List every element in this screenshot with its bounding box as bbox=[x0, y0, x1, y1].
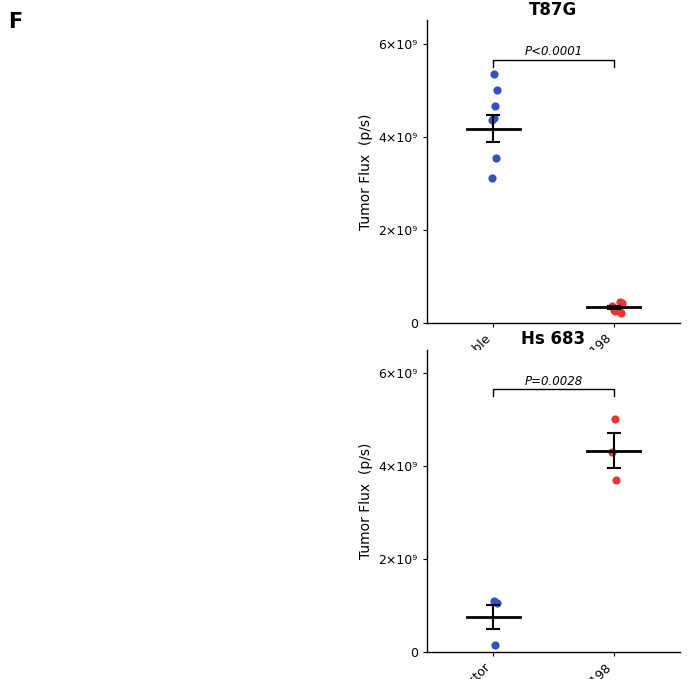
Point bbox=[607, 300, 618, 311]
Point bbox=[611, 475, 622, 485]
Title: T87G: T87G bbox=[530, 1, 577, 19]
Point bbox=[616, 298, 627, 309]
Point bbox=[486, 173, 498, 184]
Text: P=0.0028: P=0.0028 bbox=[525, 375, 582, 388]
Y-axis label: Tumor Flux  (p/s): Tumor Flux (p/s) bbox=[359, 113, 373, 230]
Point bbox=[490, 152, 501, 163]
Title: Hs 683: Hs 683 bbox=[521, 330, 586, 348]
Y-axis label: Tumor Flux  (p/s): Tumor Flux (p/s) bbox=[359, 443, 373, 559]
Point bbox=[609, 414, 620, 425]
Point bbox=[489, 69, 500, 79]
Point bbox=[609, 306, 620, 316]
Point bbox=[491, 85, 502, 96]
Point bbox=[615, 296, 626, 307]
Point bbox=[491, 598, 502, 608]
Point bbox=[489, 595, 500, 606]
Text: F: F bbox=[8, 12, 23, 32]
Point bbox=[609, 304, 620, 315]
Text: P<0.0001: P<0.0001 bbox=[525, 45, 582, 58]
Point bbox=[613, 302, 625, 313]
Point bbox=[489, 640, 500, 650]
Point bbox=[489, 113, 500, 124]
Point bbox=[489, 101, 500, 112]
Point bbox=[486, 115, 498, 126]
Point bbox=[607, 447, 618, 458]
Point bbox=[616, 308, 627, 318]
